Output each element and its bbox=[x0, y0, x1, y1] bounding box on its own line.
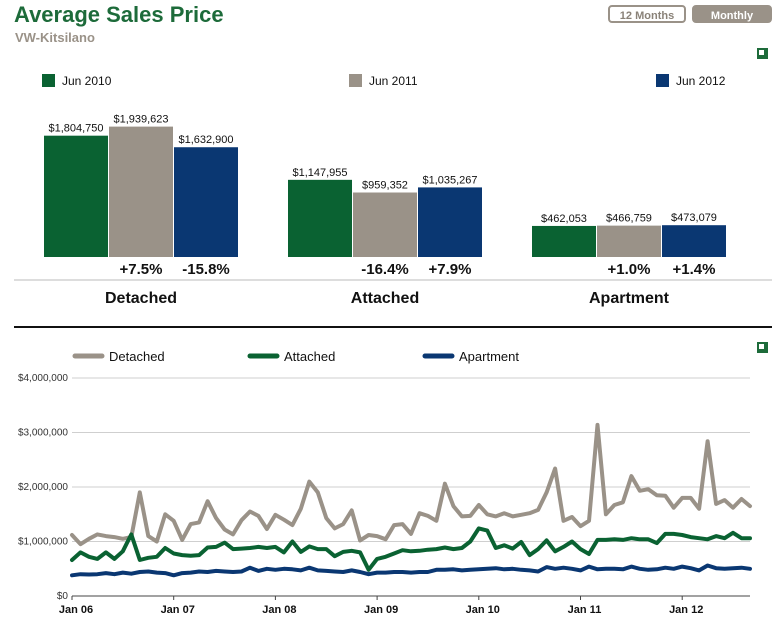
bar-attached-1 bbox=[353, 192, 417, 257]
legend-label-apartment: Apartment bbox=[459, 349, 519, 364]
page-title: Average Sales Price bbox=[14, 2, 224, 27]
legend-label-detached: Detached bbox=[109, 349, 165, 364]
bar-value-label: $1,147,955 bbox=[292, 167, 347, 179]
bar-detached-0 bbox=[44, 135, 108, 257]
bar-apartment-2 bbox=[662, 225, 726, 257]
bar-value-label: $1,632,900 bbox=[178, 134, 233, 146]
bar-value-label: $1,035,267 bbox=[422, 174, 477, 186]
bar-value-label: $1,939,623 bbox=[113, 114, 168, 126]
x-tick-label: Jan 08 bbox=[262, 604, 296, 616]
bar-apartment-0 bbox=[532, 225, 596, 257]
page-subtitle: VW-Kitsilano bbox=[15, 30, 95, 45]
change-label: -15.8% bbox=[182, 261, 230, 278]
y-tick-label: $3,000,000 bbox=[18, 428, 68, 439]
y-tick-label: $2,000,000 bbox=[18, 482, 68, 493]
bar-detached-2 bbox=[174, 147, 238, 257]
expand-bar-chart-icon[interactable] bbox=[757, 48, 768, 59]
y-tick-label: $4,000,000 bbox=[18, 373, 68, 384]
y-tick-label: $1,000,000 bbox=[18, 537, 68, 548]
x-tick-label: Jan 12 bbox=[669, 604, 703, 616]
series-line-apartment bbox=[70, 563, 752, 578]
change-label: +1.0% bbox=[608, 261, 651, 278]
legend-label-1: Jun 2011 bbox=[369, 74, 418, 88]
toggle-12-months-button[interactable]: 12 Months bbox=[608, 5, 686, 23]
bar-value-label: $462,053 bbox=[541, 213, 587, 225]
legend-label-attached: Attached bbox=[284, 349, 335, 364]
legend-swatch-1 bbox=[349, 74, 362, 87]
bar-value-label: $473,079 bbox=[671, 212, 717, 224]
x-tick-label: Jan 07 bbox=[161, 604, 195, 616]
change-label: -16.4% bbox=[361, 261, 409, 278]
change-label: +1.4% bbox=[673, 261, 716, 278]
x-tick-label: Jan 09 bbox=[364, 604, 398, 616]
series-line-attached bbox=[70, 526, 752, 572]
bar-detached-1 bbox=[109, 126, 173, 258]
category-label-apartment: Apartment bbox=[589, 290, 670, 307]
toggle-monthly-button[interactable]: Monthly bbox=[692, 5, 772, 23]
expand-line-chart-icon[interactable] bbox=[757, 342, 768, 353]
line-chart: $0 $1,000,000 $2,000,000 $3,000,000 $4,000,0… bbox=[18, 349, 752, 616]
legend-label-0: Jun 2010 bbox=[62, 74, 112, 88]
category-label-attached: Attached bbox=[351, 290, 419, 307]
y-tick-label: $0 bbox=[57, 591, 69, 602]
legend-label-2: Jun 2012 bbox=[676, 74, 726, 88]
series-line-detached bbox=[70, 422, 752, 547]
change-label: +7.9% bbox=[429, 261, 472, 278]
bar-chart: Jun 2010 Jun 2011 Jun 2012 $1,804,750 $1,147… bbox=[14, 74, 772, 307]
bar-value-label: $1,804,750 bbox=[48, 123, 103, 135]
change-label: +7.5% bbox=[120, 261, 163, 278]
bar-apartment-1 bbox=[597, 225, 661, 257]
section-divider bbox=[14, 326, 772, 328]
x-tick-label: Jan 11 bbox=[568, 604, 602, 616]
legend-swatch-0 bbox=[42, 74, 55, 87]
bar-value-label: $959,352 bbox=[362, 180, 408, 192]
category-label-detached: Detached bbox=[105, 290, 177, 307]
bar-value-label: $466,759 bbox=[606, 213, 652, 225]
bar-attached-2 bbox=[418, 187, 482, 257]
legend-swatch-2 bbox=[656, 74, 669, 87]
bar-attached-0 bbox=[288, 179, 352, 257]
x-tick-label: Jan 10 bbox=[466, 604, 500, 616]
x-tick-label: Jan 06 bbox=[59, 604, 93, 616]
